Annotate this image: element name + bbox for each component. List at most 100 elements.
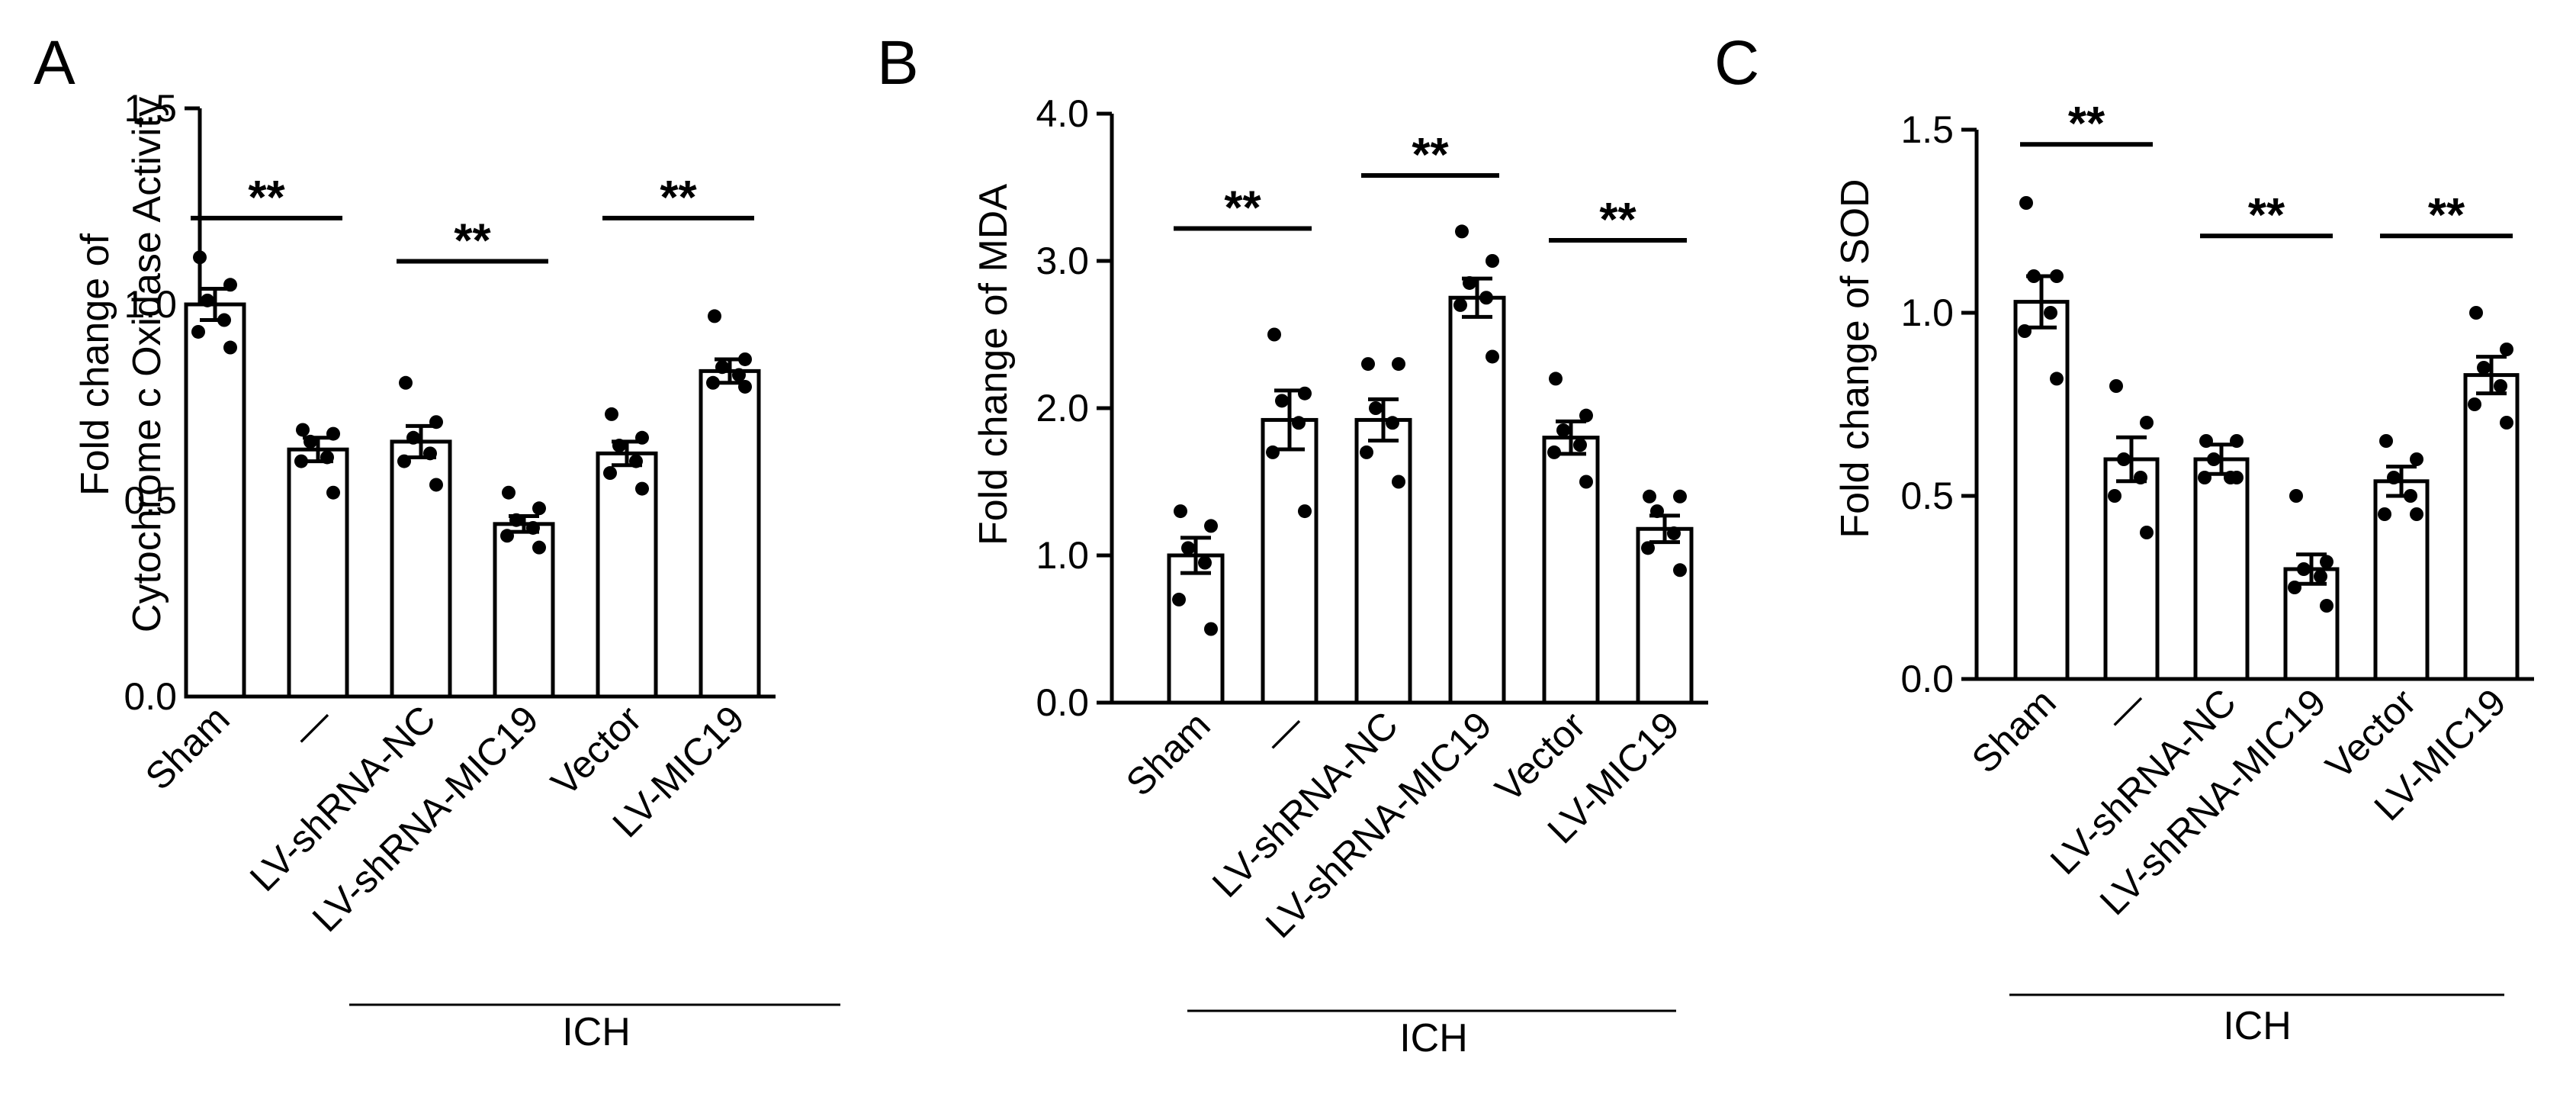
data-point <box>1673 563 1687 578</box>
data-point <box>217 313 231 327</box>
data-point <box>732 368 746 382</box>
panel-letter-c: C <box>1714 28 1759 98</box>
significance-label: ** <box>1599 194 1636 246</box>
data-point <box>1547 445 1561 459</box>
y-tick-label: 0.5 <box>124 479 177 522</box>
data-point <box>304 434 317 449</box>
y-tick-label: 4.0 <box>1036 92 1089 135</box>
data-point <box>1673 489 1687 504</box>
data-point <box>1360 445 1373 459</box>
x-tick-label: Sham <box>1118 703 1219 804</box>
data-point <box>2199 434 2213 448</box>
data-point <box>1549 372 1563 386</box>
data-point <box>1174 504 1187 519</box>
data-point <box>1573 438 1587 452</box>
x-tick-label: — <box>2097 681 2154 738</box>
data-point <box>2314 569 2327 584</box>
significance-label: ** <box>454 214 491 267</box>
data-point <box>1266 445 1280 459</box>
data-point <box>2018 324 2032 338</box>
significance-label: ** <box>1412 129 1449 182</box>
data-point <box>738 379 752 394</box>
y-tick-label: 0.0 <box>124 675 177 718</box>
y-axis-title-line-1-b: Fold change of MDA <box>972 184 1016 545</box>
data-point <box>320 450 334 465</box>
significance-label: ** <box>2428 189 2465 242</box>
data-point <box>2500 343 2513 356</box>
x-tick-label: — <box>1255 703 1312 761</box>
data-point <box>635 430 649 445</box>
data-point <box>1643 489 1656 504</box>
data-point <box>1579 408 1593 423</box>
data-point <box>1641 541 1655 555</box>
data-point <box>294 454 308 468</box>
y-tick-label: 1.5 <box>124 87 177 130</box>
data-point <box>2134 471 2147 484</box>
significance-label: ** <box>2248 189 2285 242</box>
x-tick-label: — <box>284 697 341 755</box>
data-point <box>2379 434 2393 448</box>
data-point <box>2494 379 2507 393</box>
significance-label: ** <box>2068 98 2105 150</box>
y-tick-label: 0.0 <box>1036 681 1089 724</box>
data-point <box>2050 372 2064 386</box>
data-point <box>1298 504 1312 519</box>
data-point <box>2108 489 2122 503</box>
data-point <box>399 375 413 390</box>
data-point <box>1292 416 1306 430</box>
data-point <box>1369 401 1383 415</box>
data-point <box>2230 471 2244 484</box>
bar <box>1261 417 1319 705</box>
data-point <box>603 466 617 481</box>
data-point <box>1556 423 1570 437</box>
significance-label: ** <box>248 172 285 224</box>
data-point <box>2410 507 2423 521</box>
data-point <box>635 481 649 496</box>
data-point <box>2404 489 2417 503</box>
data-point <box>1172 592 1186 607</box>
data-point <box>1392 475 1405 489</box>
y-tick-label: 1.5 <box>1900 108 1954 151</box>
bar <box>2013 300 2070 681</box>
data-point <box>2198 471 2211 484</box>
data-point <box>2140 526 2154 539</box>
data-point <box>1198 555 1212 570</box>
y-axis-title-line-2-a: Cytochrome c Oxidase Activity <box>125 97 169 632</box>
data-point <box>2140 416 2154 430</box>
data-point <box>2289 489 2303 503</box>
data-point <box>1204 519 1218 533</box>
data-point <box>193 250 207 265</box>
data-point <box>612 439 626 453</box>
data-point <box>1386 416 1399 430</box>
panel-b: B Fold change of MDA 0.0 1.0 2.0 3.0 4.0 Sham… <box>877 28 1708 1060</box>
data-point <box>223 340 237 355</box>
data-point <box>2500 416 2513 430</box>
data-point <box>509 513 523 527</box>
data-point <box>1361 357 1375 372</box>
group-label-a: ICH <box>562 1010 631 1054</box>
data-point <box>1667 526 1681 541</box>
data-point <box>2207 452 2221 466</box>
data-point <box>708 309 721 323</box>
data-point <box>223 278 237 292</box>
y-tick-label: 0.5 <box>1900 475 1954 517</box>
data-point <box>2288 581 2301 594</box>
data-point <box>1204 622 1218 636</box>
data-point <box>326 485 340 500</box>
panel-letter-b: B <box>877 28 919 98</box>
data-point <box>2410 452 2423 466</box>
data-point <box>1298 386 1312 401</box>
data-point <box>2230 434 2244 448</box>
data-point <box>1486 254 1499 268</box>
panel-a: A Fold change of Cytochrome c Oxidase Ac… <box>34 28 840 1054</box>
data-point <box>397 454 411 468</box>
data-point <box>1181 541 1195 555</box>
data-point <box>1275 394 1289 408</box>
data-point <box>715 360 729 375</box>
group-label-b: ICH <box>1399 1016 1468 1060</box>
data-point <box>1479 291 1493 305</box>
